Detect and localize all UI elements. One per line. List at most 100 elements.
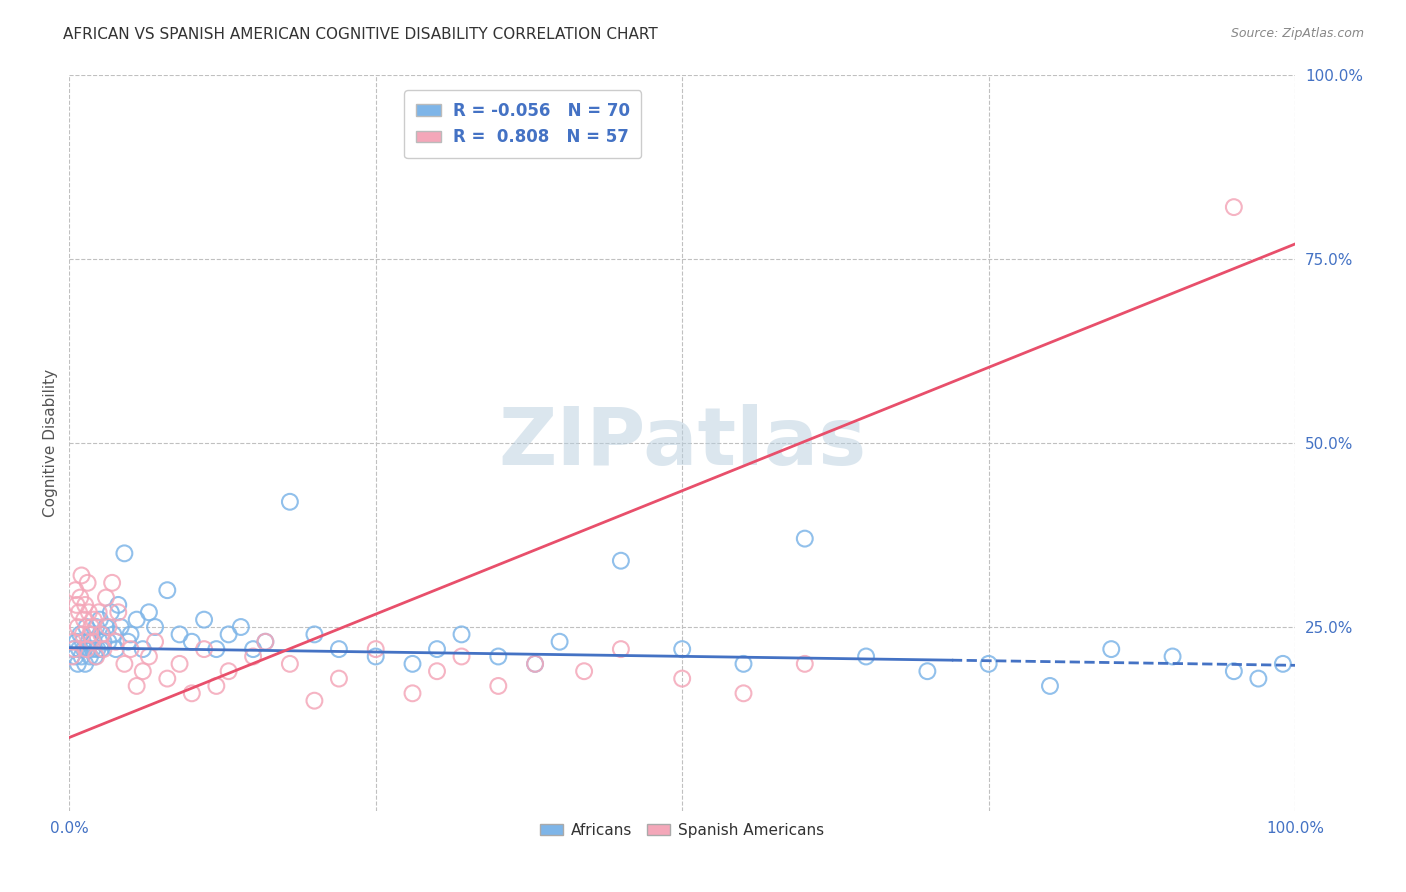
Point bbox=[855, 649, 877, 664]
Point bbox=[87, 605, 110, 619]
Point bbox=[100, 605, 122, 619]
Point bbox=[143, 634, 166, 648]
Point bbox=[205, 642, 228, 657]
Point bbox=[107, 605, 129, 619]
Point bbox=[229, 620, 252, 634]
Point bbox=[75, 642, 97, 657]
Point bbox=[104, 634, 127, 648]
Point bbox=[138, 649, 160, 664]
Point bbox=[94, 591, 117, 605]
Point bbox=[143, 620, 166, 634]
Point bbox=[94, 620, 117, 634]
Point bbox=[75, 620, 97, 634]
Point bbox=[450, 627, 472, 641]
Point bbox=[72, 627, 94, 641]
Point bbox=[254, 634, 277, 648]
Point bbox=[75, 657, 97, 671]
Point bbox=[84, 649, 107, 664]
Point bbox=[242, 642, 264, 657]
Point bbox=[156, 672, 179, 686]
Point bbox=[79, 627, 101, 641]
Point bbox=[401, 686, 423, 700]
Point bbox=[104, 642, 127, 657]
Point bbox=[524, 657, 547, 671]
Point bbox=[63, 642, 86, 657]
Point bbox=[112, 657, 135, 671]
Point bbox=[193, 613, 215, 627]
Point bbox=[486, 679, 509, 693]
Point bbox=[486, 649, 509, 664]
Point bbox=[70, 568, 93, 582]
Point bbox=[77, 634, 100, 648]
Point bbox=[69, 591, 91, 605]
Text: Source: ZipAtlas.com: Source: ZipAtlas.com bbox=[1230, 27, 1364, 40]
Point bbox=[733, 686, 755, 700]
Point bbox=[77, 605, 100, 619]
Point bbox=[93, 642, 115, 657]
Point bbox=[80, 627, 103, 641]
Point bbox=[73, 613, 96, 627]
Point bbox=[70, 649, 93, 664]
Point bbox=[180, 686, 202, 700]
Point bbox=[218, 627, 240, 641]
Point bbox=[793, 532, 815, 546]
Point bbox=[1247, 672, 1270, 686]
Point bbox=[125, 613, 148, 627]
Point bbox=[1099, 642, 1122, 657]
Point bbox=[91, 627, 114, 641]
Point bbox=[328, 672, 350, 686]
Y-axis label: Cognitive Disability: Cognitive Disability bbox=[44, 368, 58, 516]
Point bbox=[107, 598, 129, 612]
Point bbox=[65, 598, 87, 612]
Point bbox=[180, 634, 202, 648]
Point bbox=[169, 657, 191, 671]
Point bbox=[66, 657, 89, 671]
Point bbox=[572, 664, 595, 678]
Text: AFRICAN VS SPANISH AMERICAN COGNITIVE DISABILITY CORRELATION CHART: AFRICAN VS SPANISH AMERICAN COGNITIVE DI… bbox=[63, 27, 658, 42]
Point bbox=[548, 634, 571, 648]
Point bbox=[65, 583, 87, 598]
Point bbox=[82, 642, 104, 657]
Point bbox=[401, 657, 423, 671]
Point bbox=[83, 634, 105, 648]
Point bbox=[793, 657, 815, 671]
Point bbox=[304, 627, 326, 641]
Point bbox=[169, 627, 191, 641]
Point bbox=[103, 627, 125, 641]
Point bbox=[76, 575, 98, 590]
Point bbox=[125, 679, 148, 693]
Point bbox=[610, 642, 633, 657]
Point bbox=[205, 679, 228, 693]
Point bbox=[110, 620, 132, 634]
Point bbox=[86, 642, 108, 657]
Point bbox=[426, 642, 449, 657]
Point bbox=[156, 583, 179, 598]
Point bbox=[73, 642, 96, 657]
Text: ZIPatlas: ZIPatlas bbox=[498, 404, 866, 482]
Point bbox=[80, 620, 103, 634]
Point bbox=[90, 627, 112, 641]
Point bbox=[62, 634, 84, 648]
Point bbox=[72, 634, 94, 648]
Point bbox=[65, 634, 87, 648]
Point bbox=[364, 642, 387, 657]
Point bbox=[120, 642, 142, 657]
Point bbox=[1271, 657, 1294, 671]
Point bbox=[278, 657, 301, 671]
Point bbox=[193, 642, 215, 657]
Point bbox=[733, 657, 755, 671]
Point bbox=[304, 694, 326, 708]
Point bbox=[101, 575, 124, 590]
Point bbox=[524, 657, 547, 671]
Point bbox=[84, 620, 107, 634]
Point bbox=[97, 634, 120, 648]
Point bbox=[75, 598, 97, 612]
Point bbox=[242, 649, 264, 664]
Point bbox=[450, 649, 472, 664]
Point bbox=[89, 613, 111, 627]
Legend: Africans, Spanish Americans: Africans, Spanish Americans bbox=[534, 817, 831, 844]
Point bbox=[254, 634, 277, 648]
Point bbox=[1223, 200, 1246, 214]
Point bbox=[278, 495, 301, 509]
Point bbox=[328, 642, 350, 657]
